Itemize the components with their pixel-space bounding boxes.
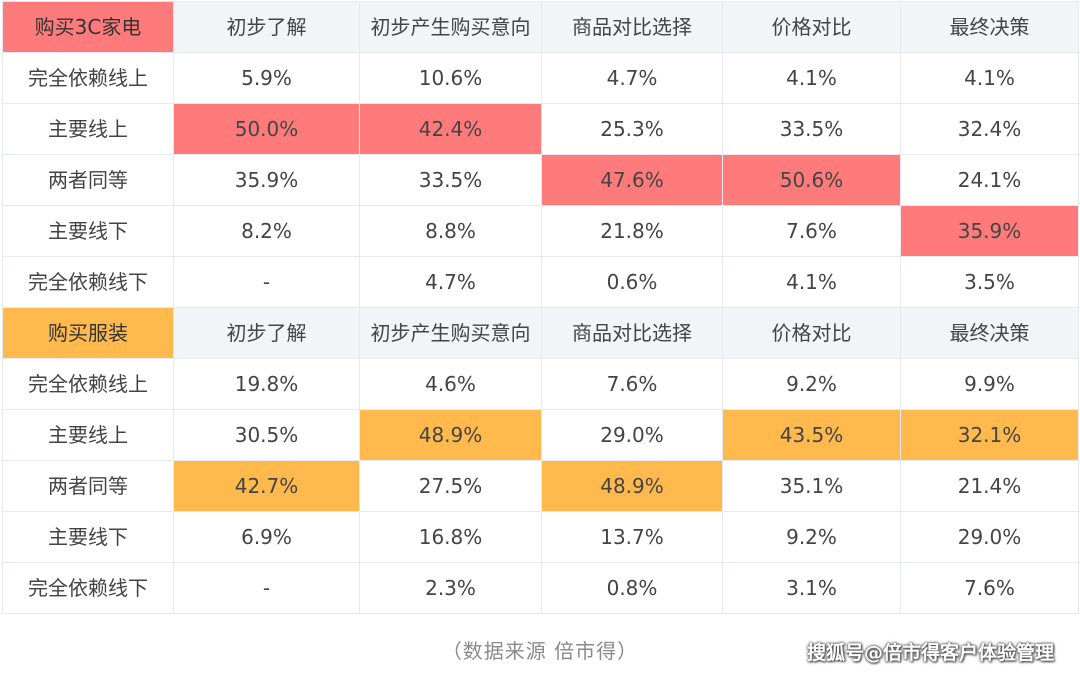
table-cell: 7.6%	[722, 205, 901, 257]
table-cell: 4.6%	[359, 358, 542, 410]
table-row: 两者同等 35.9% 33.5% 47.6% 50.6% 24.1%	[2, 154, 1079, 206]
row-label: 完全依赖线下	[2, 562, 174, 614]
table-row: 完全依赖线上 19.8% 4.6% 7.6% 9.2% 9.9%	[2, 358, 1079, 410]
table-cell: 9.9%	[900, 358, 1079, 410]
table-cell: 4.1%	[900, 52, 1079, 104]
table-cell: 24.1%	[900, 154, 1079, 206]
table-cell: 29.0%	[541, 409, 723, 461]
highlighted-cell: 35.9%	[900, 205, 1079, 257]
table-cell: 8.8%	[359, 205, 542, 257]
table-cell: 19.8%	[173, 358, 360, 410]
highlighted-cell: 48.9%	[541, 460, 723, 512]
highlighted-cell: 42.4%	[359, 103, 542, 155]
section-title: 购买3C家电	[2, 1, 174, 53]
row-label: 主要线下	[2, 205, 174, 257]
table-cell: -	[173, 256, 360, 308]
table-cell: 9.2%	[722, 358, 901, 410]
table-cell: 32.4%	[900, 103, 1079, 155]
column-header: 初步了解	[173, 1, 360, 53]
table-row: 主要线上 50.0% 42.4% 25.3% 33.5% 32.4%	[2, 103, 1079, 155]
row-label: 两者同等	[2, 154, 174, 206]
column-header: 商品对比选择	[541, 307, 723, 359]
table-cell: 13.7%	[541, 511, 723, 563]
row-label: 主要线下	[2, 511, 174, 563]
row-label: 主要线上	[2, 409, 174, 461]
table-cell: 29.0%	[900, 511, 1079, 563]
table-cell: 10.6%	[359, 52, 542, 104]
column-header: 商品对比选择	[541, 1, 723, 53]
row-label: 主要线上	[2, 103, 174, 155]
table-cell: 6.9%	[173, 511, 360, 563]
column-header: 最终决策	[900, 1, 1079, 53]
table-cell: 4.7%	[541, 52, 723, 104]
table-cell: 30.5%	[173, 409, 360, 461]
table-cell: 16.8%	[359, 511, 542, 563]
highlighted-cell: 43.5%	[722, 409, 901, 461]
table-header-row: 购买3C家电 初步了解 初步产生购买意向 商品对比选择 价格对比 最终决策	[2, 1, 1079, 53]
table-cell: 9.2%	[722, 511, 901, 563]
row-label: 完全依赖线上	[2, 52, 174, 104]
table-cell: 4.7%	[359, 256, 542, 308]
table-cell: 2.3%	[359, 562, 542, 614]
row-label: 完全依赖线下	[2, 256, 174, 308]
table-cell: 21.4%	[900, 460, 1079, 512]
table-cell: 7.6%	[541, 358, 723, 410]
table-row: 完全依赖线下 -2.3% 0.8% 3.1% 7.6%	[2, 562, 1079, 614]
table-cell: 7.6%	[900, 562, 1079, 614]
table-header-row: 购买服装 初步了解 初步产生购买意向 商品对比选择 价格对比 最终决策	[2, 307, 1079, 359]
table-cell: 21.8%	[541, 205, 723, 257]
table-cell: 35.9%	[173, 154, 360, 206]
table-cell: 35.1%	[722, 460, 901, 512]
table-cell: 3.1%	[722, 562, 901, 614]
data-source-note: （数据来源 倍市得）	[441, 639, 639, 663]
row-label: 两者同等	[2, 460, 174, 512]
column-header: 初步产生购买意向	[359, 1, 542, 53]
column-header: 初步了解	[173, 307, 360, 359]
table-row: 主要线下 8.2% 8.8% 21.8% 7.6% 35.9%	[2, 205, 1079, 257]
table-row: 完全依赖线上 5.9% 10.6% 4.7% 4.1% 4.1%	[2, 52, 1079, 104]
table-row: 两者同等 42.7% 27.5% 48.9% 35.1% 21.4%	[2, 460, 1079, 512]
highlighted-cell: 50.0%	[173, 103, 360, 155]
watermark-text: 搜狐号@倍市得客户体验管理	[806, 642, 1054, 664]
column-header: 价格对比	[722, 307, 901, 359]
channel-usage-table: 购买3C家电 初步了解 初步产生购买意向 商品对比选择 价格对比 最终决策 完全依赖线上 5.…	[2, 1, 1079, 614]
highlighted-cell: 47.6%	[541, 154, 723, 206]
table-row: 主要线上 30.5% 48.9% 29.0% 43.5% 32.1%	[2, 409, 1079, 461]
highlighted-cell: 42.7%	[173, 460, 360, 512]
table-cell: 27.5%	[359, 460, 542, 512]
highlighted-cell: 48.9%	[359, 409, 542, 461]
table-cell: 3.5%	[900, 256, 1079, 308]
highlighted-cell: 50.6%	[722, 154, 901, 206]
table-body: 购买3C家电 初步了解 初步产生购买意向 商品对比选择 价格对比 最终决策 完全依赖线上 5.…	[2, 1, 1079, 614]
table-cell: 8.2%	[173, 205, 360, 257]
table-row: 主要线下 6.9% 16.8% 13.7% 9.2% 29.0%	[2, 511, 1079, 563]
table-row: 完全依赖线下 -4.7% 0.6% 4.1% 3.5%	[2, 256, 1079, 308]
table-cell: 33.5%	[359, 154, 542, 206]
highlighted-cell: 32.1%	[900, 409, 1079, 461]
table-cell: 33.5%	[722, 103, 901, 155]
row-label: 完全依赖线上	[2, 358, 174, 410]
data-table-wrapper: 购买3C家电 初步了解 初步产生购买意向 商品对比选择 价格对比 最终决策 完全依赖线上 5.…	[2, 1, 1079, 614]
table-cell: 0.6%	[541, 256, 723, 308]
table-cell: 5.9%	[173, 52, 360, 104]
column-header: 价格对比	[722, 1, 901, 53]
table-cell: 4.1%	[722, 52, 901, 104]
table-cell: 0.8%	[541, 562, 723, 614]
column-header: 初步产生购买意向	[359, 307, 542, 359]
column-header: 最终决策	[900, 307, 1079, 359]
table-cell: -	[173, 562, 360, 614]
section-title: 购买服装	[2, 307, 174, 359]
table-cell: 4.1%	[722, 256, 901, 308]
table-cell: 25.3%	[541, 103, 723, 155]
